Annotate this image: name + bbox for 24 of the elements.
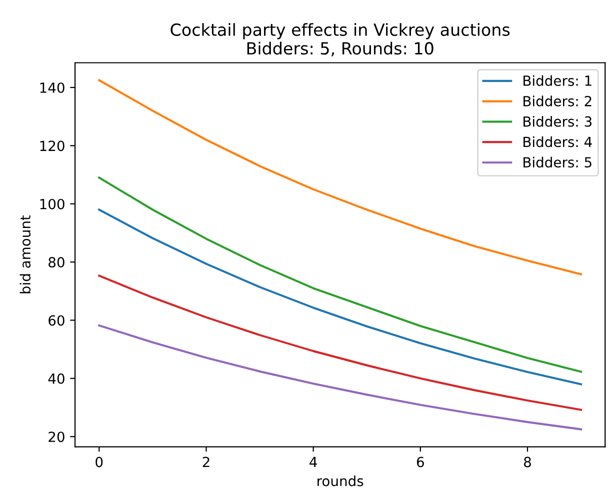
x-tick-label: 6 <box>416 456 424 468</box>
line-series <box>98 176 582 373</box>
x-tick-label: 8 <box>524 456 531 468</box>
legend-label: Bidders: 4 <box>524 136 592 148</box>
legend-label: Bidders: 3 <box>524 116 592 127</box>
line-series <box>98 274 582 411</box>
legend-label: Bidders: 2 <box>524 96 592 106</box>
legend-label: Bidders: 1 <box>524 75 592 86</box>
y-tick-label: 60 <box>48 315 64 326</box>
x-tick-label: 4 <box>310 456 317 468</box>
x-axis-title: rounds <box>318 476 364 486</box>
line-series <box>98 208 582 386</box>
chart-title: Cocktail party effects in Vickrey auctions Bidders: 5, Rounds: 10 <box>170 23 510 56</box>
x-tick-label: 2 <box>202 456 210 468</box>
y-tick-label: 40 <box>48 373 64 384</box>
line-series <box>98 324 582 430</box>
legend-label: Bidders: 5 <box>524 156 592 168</box>
y-tick-label: 140 <box>40 82 64 93</box>
y-tick-label: 80 <box>48 257 64 268</box>
y-tick-label: 120 <box>40 140 64 152</box>
y-axis-title: bid amount <box>20 215 31 294</box>
y-tick-label: 100 <box>40 198 64 210</box>
x-tick-label: 0 <box>96 456 103 468</box>
y-tick-label: 20 <box>48 432 64 442</box>
